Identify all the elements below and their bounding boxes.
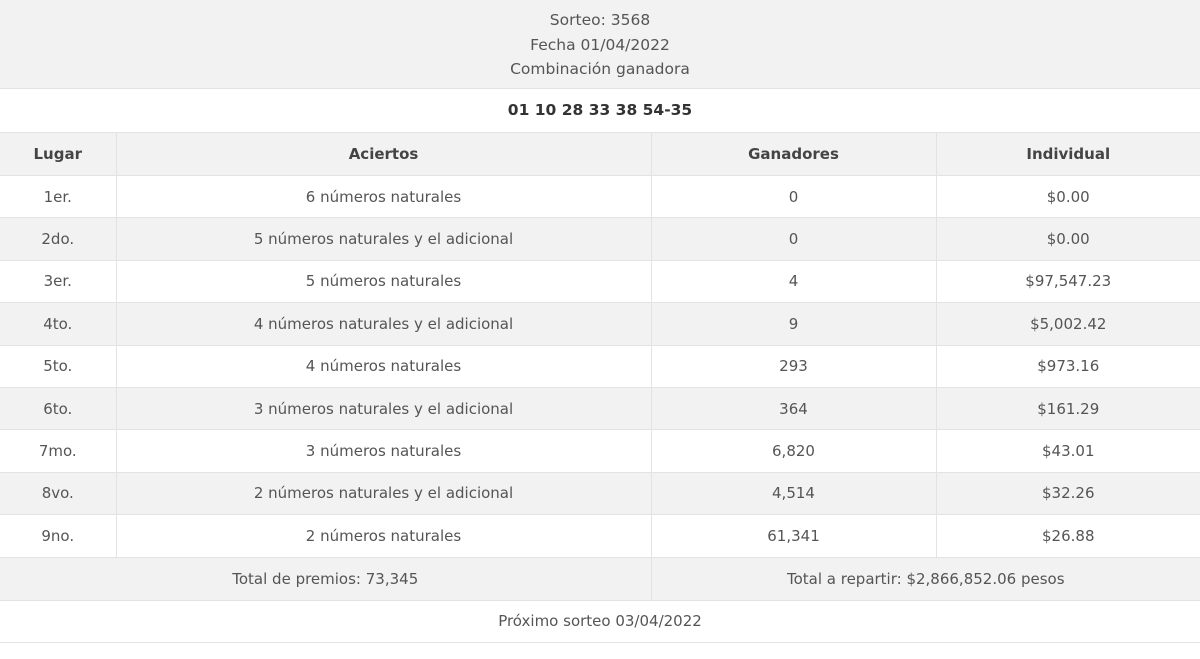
table-row: 2do. 5 números naturales y el adicional 0 $… — [0, 217, 1200, 261]
cell-individual-prize: $973.16 — [935, 344, 1200, 388]
cell-individual-prize: $5,002.42 — [935, 302, 1200, 346]
cell-matches: 4 números naturales y el adicional — [115, 302, 652, 346]
table-row: 4to. 4 números naturales y el adicional 9 $… — [0, 302, 1200, 346]
cell-matches: 2 números naturales — [115, 514, 652, 558]
cell-winners: 364 — [650, 386, 937, 431]
cell-individual-prize: $97,547.23 — [935, 259, 1200, 304]
cell-winners: 0 — [650, 174, 937, 219]
table-row: 9no. 2 números naturales 61,341 $26.88 — [0, 514, 1200, 558]
cell-place: 9no. — [0, 514, 117, 558]
totals-row: Total de premios: 73,345 Total a reparti… — [0, 556, 1200, 601]
cell-matches: 6 números naturales — [115, 174, 652, 219]
cell-place: 8vo. — [0, 471, 117, 516]
cell-individual-prize: $0.00 — [935, 217, 1200, 261]
draw-date: Fecha 01/04/2022 — [530, 35, 670, 54]
total-distributed: Total a repartir: $2,866,852.06 pesos — [650, 556, 1200, 601]
cell-matches: 3 números naturales — [115, 429, 652, 473]
table-row: 3er. 5 números naturales 4 $97,547.23 — [0, 259, 1200, 304]
cell-matches: 3 números naturales y el adicional — [115, 386, 652, 431]
cell-matches: 5 números naturales — [115, 259, 652, 304]
prize-table: Lugar Aciertos Ganadores Individual 1er.… — [0, 133, 1200, 601]
cell-matches: 2 números naturales y el adicional — [115, 471, 652, 516]
cell-individual-prize: $32.26 — [935, 471, 1200, 516]
cell-individual-prize: $0.00 — [935, 174, 1200, 219]
column-header-aciertos: Aciertos — [115, 133, 652, 176]
next-draw: Próximo sorteo 03/04/2022 — [0, 601, 1200, 643]
table-header-row: Lugar Aciertos Ganadores Individual — [0, 133, 1200, 176]
cell-matches: 4 números naturales — [115, 344, 652, 388]
table-row: 6to. 3 números naturales y el adicional 36… — [0, 386, 1200, 431]
cell-place: 4to. — [0, 302, 117, 346]
cell-individual-prize: $161.29 — [935, 386, 1200, 431]
table-row: 5to. 4 números naturales 293 $973.16 — [0, 344, 1200, 388]
cell-place: 7mo. — [0, 429, 117, 473]
cell-place: 5to. — [0, 344, 117, 388]
cell-winners: 9 — [650, 302, 937, 346]
table-row: 8vo. 2 números naturales y el adicional 4,… — [0, 471, 1200, 516]
cell-place: 6to. — [0, 386, 117, 431]
cell-winners: 0 — [650, 217, 937, 261]
table-row: 1er. 6 números naturales 0 $0.00 — [0, 174, 1200, 219]
column-header-ganadores: Ganadores — [650, 133, 937, 176]
table-row: 7mo. 3 números naturales 6,820 $43.01 — [0, 429, 1200, 473]
cell-place: 3er. — [0, 259, 117, 304]
draw-number: Sorteo: 3568 — [549, 11, 651, 29]
total-prizes: Total de premios: 73,345 — [0, 556, 652, 601]
column-header-lugar: Lugar — [0, 133, 117, 176]
draw-header: Sorteo: 3568 Fecha 01/04/2022 Combinació… — [0, 0, 1200, 89]
cell-winners: 6,820 — [650, 429, 937, 473]
cell-winners: 293 — [650, 344, 937, 388]
cell-matches: 5 números naturales y el adicional — [115, 217, 652, 261]
cell-individual-prize: $43.01 — [935, 429, 1200, 473]
column-header-individual: Individual — [935, 133, 1200, 176]
cell-winners: 4 — [650, 259, 937, 304]
winning-combination-label: Combinación ganadora — [510, 60, 690, 78]
cell-individual-prize: $26.88 — [935, 514, 1200, 558]
cell-place: 1er. — [0, 174, 117, 219]
cell-winners: 61,341 — [650, 514, 937, 558]
cell-place: 2do. — [0, 217, 117, 261]
cell-winners: 4,514 — [650, 471, 937, 516]
winning-combination: 01 10 28 33 38 54-35 — [0, 89, 1200, 133]
